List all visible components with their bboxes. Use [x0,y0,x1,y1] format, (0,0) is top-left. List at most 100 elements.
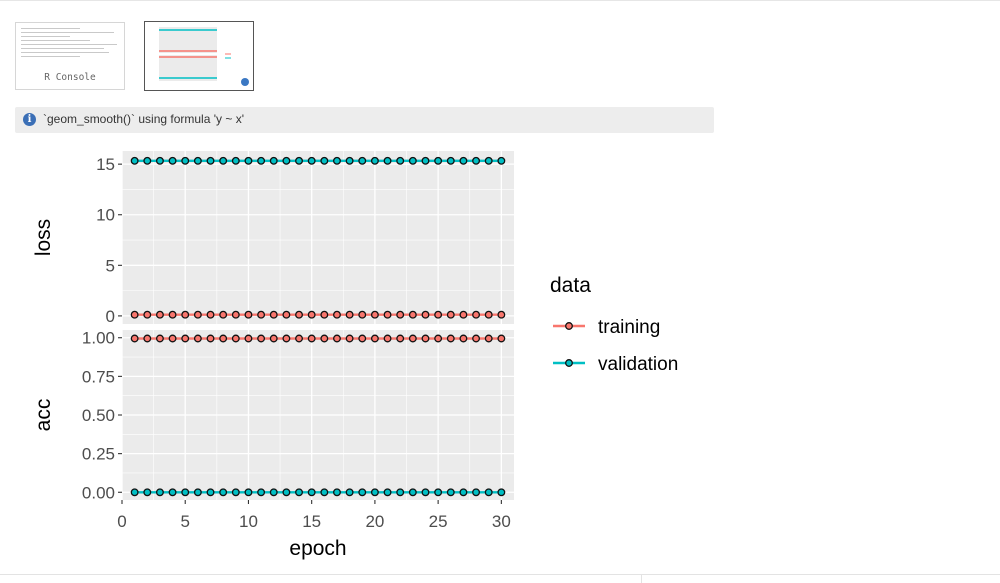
bottom-divider [641,575,642,583]
data-point-validation [396,156,405,165]
x-tick-label: 5 [180,512,189,531]
data-point-training [472,310,481,319]
data-point-training [396,310,405,319]
y-axis-title-loss: loss [32,219,55,256]
legend-key-point-training [565,322,573,330]
y-tick-label-acc: 0.00 [82,483,115,502]
data-point-training [130,334,139,343]
data-point-training [497,334,506,343]
data-point-training [484,310,493,319]
data-point-training [370,334,379,343]
data-point-training [408,334,417,343]
y-tick-label-loss: 15 [96,155,115,174]
data-point-validation [295,488,303,497]
data-point-training [370,310,379,319]
console-thumbnail[interactable]: R Console [15,22,125,90]
data-point-training [143,310,152,319]
data-point-training [484,334,493,343]
data-point-validation [421,156,430,165]
y-tick-label-acc: 0.75 [82,367,115,386]
data-point-training [459,310,468,319]
data-point-validation [497,488,506,497]
data-point-training [320,334,329,343]
data-point-validation [396,488,405,497]
data-point-validation [206,488,215,497]
data-point-validation [181,156,190,165]
series-validation-loss [130,156,506,165]
legend-label-training: training [598,317,660,338]
legend-label-validation: validation [598,354,678,375]
data-point-training [408,310,417,319]
data-point-training [155,310,164,319]
data-point-training [282,334,291,343]
data-point-training [383,334,392,343]
plot-thumbnail[interactable] [144,21,254,91]
x-tick-label: 0 [117,512,126,531]
data-point-training [307,334,316,343]
data-point-training [244,310,253,319]
y-tick-label-loss: 10 [96,206,115,225]
data-point-validation [421,488,430,497]
data-point-validation [472,156,481,165]
data-point-training [206,310,215,319]
series-training-acc [130,334,506,343]
data-point-training [358,334,367,343]
data-point-validation [345,156,354,165]
series-training-loss [130,310,506,319]
info-icon: i [23,113,36,126]
data-point-training [193,334,202,343]
top-border [0,0,1000,1]
data-point-training [421,310,430,319]
data-point-validation [497,156,506,165]
y-axis-title-acc: acc [32,399,55,432]
data-point-training [231,310,240,319]
data-point-training [181,334,190,343]
x-tick-label: 15 [302,512,321,531]
x-tick-label: 10 [239,512,258,531]
data-point-validation [358,156,367,165]
data-point-training [434,310,443,319]
data-point-training [383,310,392,319]
data-point-validation [434,488,443,497]
data-point-validation [168,156,177,165]
data-point-validation [333,156,341,165]
data-point-validation [231,156,240,165]
data-point-validation [408,488,417,497]
data-point-training [219,310,228,319]
data-point-validation [231,488,240,497]
plot-thumbnail-preview [159,27,231,81]
data-point-validation [181,488,190,497]
data-point-training [269,334,278,343]
data-point-training [345,310,354,319]
data-point-validation [130,156,139,165]
data-point-validation [383,156,392,165]
data-point-training [168,310,177,319]
series-validation-acc [130,488,506,497]
message-bar: i `geom_smooth()` using formula 'y ~ x' [15,107,714,133]
legend-title: data [550,274,591,297]
data-point-validation [244,156,253,165]
y-tick-label-acc: 1.00 [82,329,115,348]
data-point-validation [143,156,152,165]
data-point-training [257,310,266,319]
data-point-validation [130,488,139,497]
message-text: `geom_smooth()` using formula 'y ~ x' [43,112,244,126]
data-point-validation [370,488,379,497]
console-thumbnail-label: R Console [44,72,96,83]
data-point-training [446,334,455,343]
data-point-validation [320,488,329,497]
legend-item-training: training [553,317,660,338]
data-point-validation [193,488,202,497]
data-point-training [231,334,240,343]
data-point-training [295,310,303,319]
legend-item-validation: validation [553,354,678,375]
data-point-training [446,310,455,319]
data-point-training [345,334,354,343]
data-point-validation [345,488,354,497]
data-point-validation [459,488,468,497]
data-point-validation [446,156,455,165]
data-point-validation [206,156,215,165]
data-point-training [282,310,291,319]
y-tick-label-acc: 0.50 [82,406,115,425]
